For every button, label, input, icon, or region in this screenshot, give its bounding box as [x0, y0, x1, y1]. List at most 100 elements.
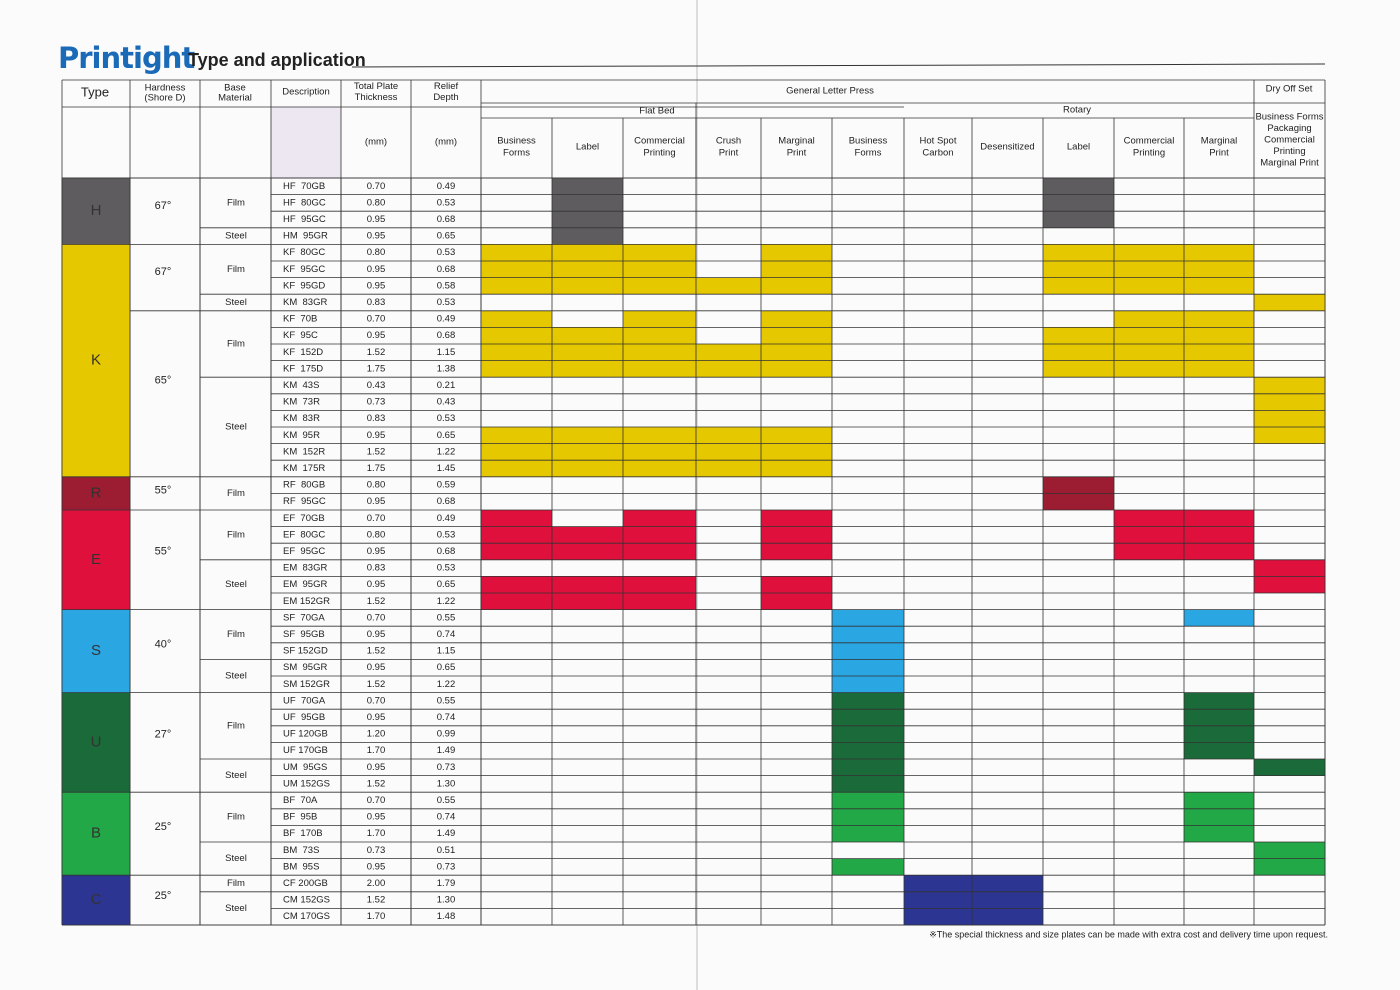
- relief: 1.48: [437, 911, 456, 922]
- relief: 0.53: [437, 529, 456, 540]
- application-header: Printing: [643, 148, 675, 159]
- application-cell: [1043, 277, 1114, 295]
- description: CM 170GS: [283, 911, 330, 922]
- application-cell: [972, 908, 1043, 925]
- application-cell: [1043, 344, 1114, 361]
- description: BF 170B: [283, 828, 323, 839]
- application-cell: [623, 327, 696, 344]
- thickness: 0.95: [367, 280, 386, 291]
- application-cell: [696, 344, 761, 361]
- thickness: 0.95: [367, 231, 386, 242]
- application-header: Printing: [1133, 148, 1165, 159]
- application-cell: [904, 908, 972, 925]
- application-cell: [761, 443, 832, 461]
- type-label: U: [91, 733, 102, 750]
- application-cell: [623, 443, 696, 461]
- description: CM 152GS: [283, 895, 330, 906]
- application-cell: [1254, 377, 1325, 394]
- column-header: Total Plate: [354, 81, 398, 92]
- application-cell: [1184, 261, 1254, 278]
- application-cell: [623, 576, 696, 593]
- thickness: 0.70: [367, 612, 386, 623]
- relief: 1.79: [437, 878, 456, 889]
- relief: 0.53: [437, 247, 456, 258]
- application-cell: [696, 460, 761, 477]
- application-cell: [1184, 742, 1254, 759]
- application-cell: [832, 725, 904, 743]
- application-cell: [832, 775, 904, 793]
- application-header: Print: [1209, 148, 1229, 159]
- application-cell: [481, 327, 552, 344]
- thickness: 0.95: [367, 762, 386, 773]
- base-material: Film: [227, 629, 245, 640]
- application-cell: [761, 427, 832, 444]
- application-cell: [832, 626, 904, 643]
- column-header: Type: [81, 84, 109, 99]
- application-cell: [761, 360, 832, 378]
- relief: 1.49: [437, 745, 456, 756]
- relief: 1.15: [437, 646, 456, 657]
- application-cell: [1254, 393, 1325, 411]
- application-cell: [552, 593, 623, 610]
- thickness: 0.95: [367, 214, 386, 225]
- thickness: 1.20: [367, 729, 386, 740]
- application-cell: [1184, 526, 1254, 544]
- relief: 0.51: [437, 845, 456, 856]
- type-cell: [62, 244, 130, 477]
- application-cell: [1184, 327, 1254, 344]
- application-cell: [552, 443, 623, 461]
- type-cell: [62, 692, 130, 793]
- thickness: 0.95: [367, 812, 386, 823]
- thickness: 0.70: [367, 795, 386, 806]
- application-cell: [1184, 792, 1254, 809]
- thickness: 0.83: [367, 297, 386, 308]
- column-header: Description: [282, 87, 330, 98]
- description: KF 95GD: [283, 280, 325, 291]
- application-cell: [481, 543, 552, 560]
- application-cell: [552, 211, 623, 228]
- relief: 1.45: [437, 463, 456, 474]
- relief: 0.68: [437, 546, 456, 557]
- application-cell: [1114, 526, 1184, 544]
- relief: 0.43: [437, 397, 456, 408]
- hardness: 27°: [155, 728, 172, 740]
- type-cell: [62, 609, 130, 693]
- relief: 0.68: [437, 214, 456, 225]
- application-cell: [696, 360, 761, 378]
- type-cell: [62, 178, 130, 245]
- description: KM 83R: [283, 413, 320, 424]
- application-cell: [552, 261, 623, 278]
- description: KM 95R: [283, 430, 320, 441]
- thickness: 0.70: [367, 181, 386, 192]
- application-cell: [1184, 360, 1254, 378]
- thickness: 0.80: [367, 480, 386, 491]
- relief: 0.55: [437, 695, 456, 706]
- thickness: 1.52: [367, 646, 386, 657]
- application-cell: [761, 310, 832, 328]
- thickness: 0.80: [367, 247, 386, 258]
- description: RF 95GC: [283, 496, 326, 507]
- description: CF 200GB: [283, 878, 328, 889]
- description: UF 95GB: [283, 712, 325, 723]
- application-cell: [696, 427, 761, 444]
- application-cell: [761, 344, 832, 361]
- application-cell: [1254, 842, 1325, 859]
- thickness: 0.83: [367, 413, 386, 424]
- thickness: 0.73: [367, 845, 386, 856]
- application-header: Carbon: [922, 148, 953, 159]
- relief: 0.74: [437, 712, 456, 723]
- application-cell: [481, 360, 552, 378]
- relief: 0.65: [437, 231, 456, 242]
- relief: 1.15: [437, 347, 456, 358]
- base-material: Film: [227, 339, 245, 350]
- description: HF 95GC: [283, 214, 326, 225]
- application-cell: [832, 676, 904, 693]
- thickness: 1.70: [367, 828, 386, 839]
- relief: 0.59: [437, 480, 456, 491]
- application-cell: [1114, 344, 1184, 361]
- base-material: Steel: [225, 231, 247, 242]
- base-material: Steel: [225, 671, 247, 682]
- thickness: 0.73: [367, 397, 386, 408]
- column-header: Material: [218, 93, 252, 104]
- application-cell: [623, 244, 696, 261]
